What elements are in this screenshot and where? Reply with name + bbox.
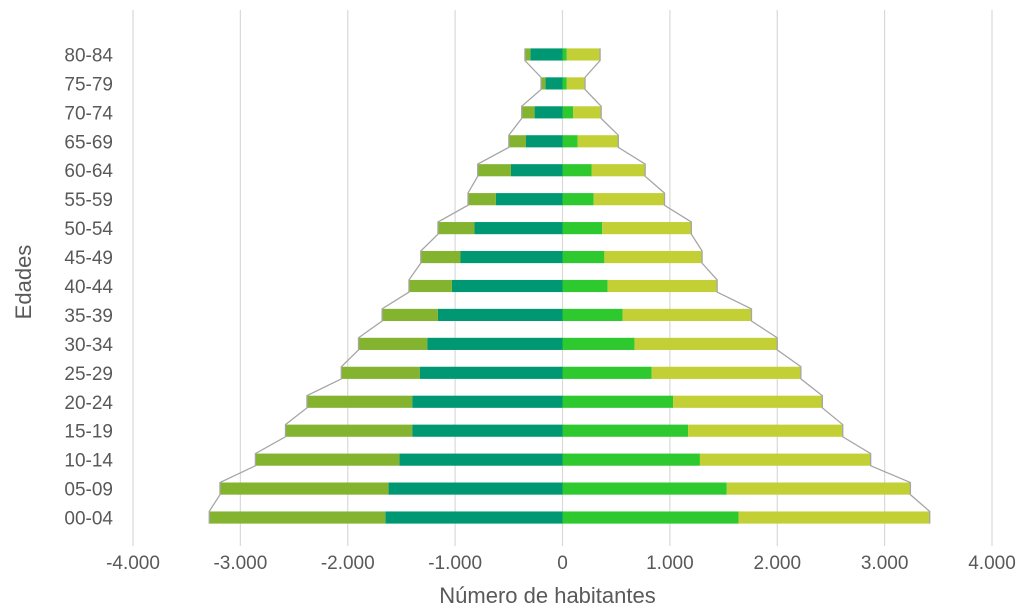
bar-segment	[563, 77, 567, 89]
bar-segment	[526, 135, 563, 147]
x-tick-label: 1.000	[646, 553, 694, 574]
bar-segment	[460, 251, 562, 263]
bar-segment	[511, 164, 563, 176]
y-tick-label: 55-59	[64, 190, 113, 211]
bar-segment	[563, 164, 592, 176]
bar-segment	[700, 454, 871, 466]
bar-segment	[545, 77, 562, 89]
x-tick-label: -3.000	[213, 553, 267, 574]
bar-segment	[389, 483, 563, 495]
x-tick-label: -2.000	[321, 553, 375, 574]
bar-segment	[563, 309, 623, 321]
y-tick-label: 15-19	[64, 422, 113, 443]
y-tick-label: 60-64	[64, 161, 113, 182]
bar-segment	[608, 280, 718, 292]
bar-segment	[438, 309, 563, 321]
bar-segment	[522, 106, 535, 118]
bar-segment	[563, 425, 689, 437]
bar-segment	[563, 48, 567, 60]
bar-segment	[385, 511, 562, 523]
bar-segment	[563, 511, 739, 523]
x-tick-label: -4.000	[106, 553, 160, 574]
y-tick-label: 20-24	[64, 393, 113, 414]
bar-segment	[563, 280, 608, 292]
y-tick-label: 50-54	[64, 219, 113, 240]
bar-segment	[567, 48, 600, 60]
y-tick-label: 80-84	[64, 45, 113, 66]
bar-segment	[412, 425, 562, 437]
bar-segment	[509, 135, 526, 147]
bar-segment	[591, 164, 645, 176]
bar-segment	[634, 338, 777, 350]
bar-segment	[652, 367, 801, 379]
bar-segment	[563, 454, 700, 466]
bar-segment	[563, 483, 727, 495]
bar-segment	[412, 396, 562, 408]
bar-segment	[421, 251, 461, 263]
x-tick-label: -1.000	[428, 553, 482, 574]
bar-segment	[358, 338, 427, 350]
bar-segment	[602, 222, 691, 234]
bar-segment	[623, 309, 752, 321]
bars	[209, 48, 929, 523]
y-axis-title: Edades	[11, 245, 36, 320]
bar-segment	[474, 222, 562, 234]
y-tick-label: 00-04	[64, 509, 113, 530]
bar-segment	[563, 193, 594, 205]
bar-segment	[307, 396, 412, 408]
bar-segment	[563, 135, 578, 147]
x-tick-label: 4.000	[968, 553, 1016, 574]
y-tick-label: 75-79	[64, 74, 113, 95]
bar-segment	[220, 483, 389, 495]
bar-segment	[399, 454, 562, 466]
bar-segment	[496, 193, 563, 205]
y-tick-label: 25-29	[64, 364, 113, 385]
bar-segment	[341, 367, 419, 379]
x-tick-label: 2.000	[753, 553, 801, 574]
bar-segment	[427, 338, 562, 350]
bar-segment	[382, 309, 438, 321]
x-tick-label: 3.000	[861, 553, 909, 574]
bar-segment	[468, 193, 496, 205]
y-tick-label: 10-14	[64, 451, 113, 472]
bar-segment	[573, 106, 601, 118]
bar-segment	[594, 193, 665, 205]
y-tick-label: 40-44	[64, 277, 113, 298]
bar-segment	[567, 77, 585, 89]
bar-segment	[563, 222, 603, 234]
bar-segment	[530, 48, 562, 60]
bar-segment	[409, 280, 452, 292]
bar-segment	[727, 483, 911, 495]
bar-segment	[563, 251, 605, 263]
bar-segment	[739, 511, 930, 523]
bar-segment	[563, 106, 574, 118]
bar-segment	[673, 396, 822, 408]
y-tick-label: 05-09	[64, 480, 113, 501]
bar-segment	[563, 338, 635, 350]
y-tick-label: 70-74	[64, 103, 113, 124]
bar-segment	[604, 251, 702, 263]
bar-segment	[285, 425, 412, 437]
bar-segment	[438, 222, 475, 234]
x-axis-title: Número de habitantes	[439, 583, 655, 608]
bar-segment	[209, 511, 385, 523]
bar-segment	[535, 106, 563, 118]
bar-segment	[420, 367, 563, 379]
y-tick-label: 45-49	[64, 248, 113, 269]
y-tick-label: 65-69	[64, 132, 113, 153]
bar-segment	[688, 425, 843, 437]
bar-segment	[452, 280, 563, 292]
bar-segment	[255, 454, 399, 466]
bar-segment	[563, 396, 674, 408]
y-tick-label: 30-34	[64, 335, 113, 356]
bar-segment	[578, 135, 619, 147]
bar-segment	[563, 367, 652, 379]
y-tick-label: 35-39	[64, 306, 113, 327]
bar-segment	[478, 164, 511, 176]
x-tick-labels: -4.000 -3.000 -2.000 -1.000 0 1.000 2.000 3.000…	[106, 553, 1016, 574]
bar-segment	[525, 48, 530, 60]
y-tick-labels: 00-04 05-09 10-14 15-19 20-24 25-29 30-34 35-39…	[64, 45, 113, 529]
x-tick-label: 0	[557, 553, 568, 574]
